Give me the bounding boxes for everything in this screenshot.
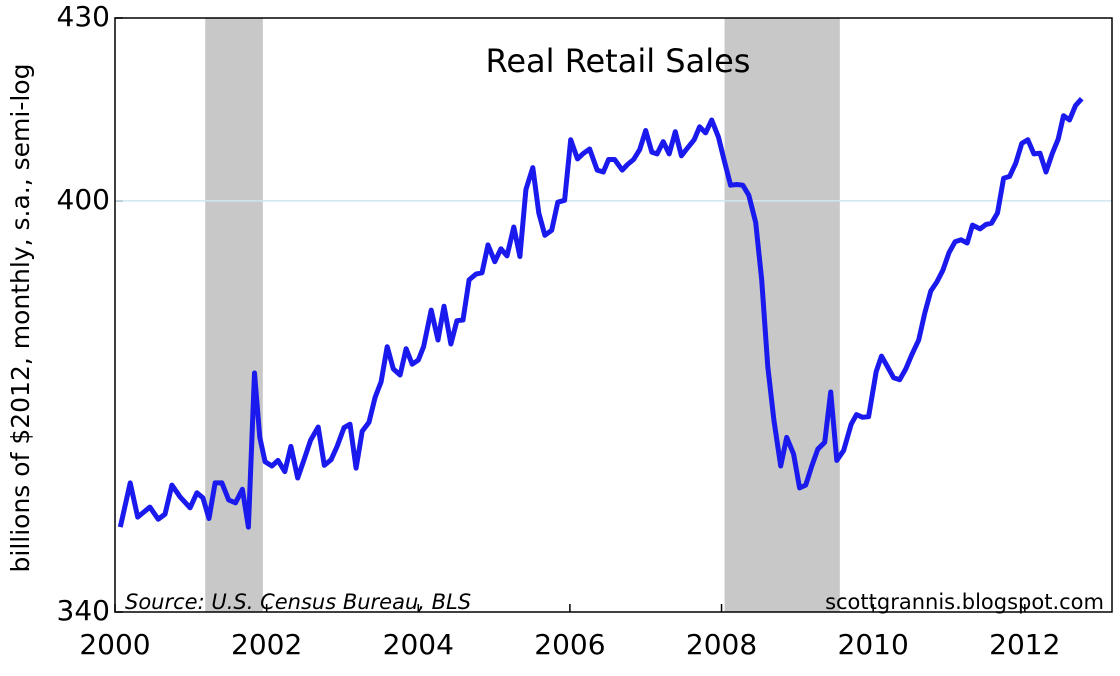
recession-band [205,18,263,612]
y-tick-label: 340 [57,594,110,627]
x-tick-label: 2010 [838,628,909,661]
plot-frame [114,17,1113,613]
series-line [117,97,1084,530]
x-tick-label: 2000 [79,628,150,661]
chart-title: Real Retail Sales [486,42,751,80]
site-note: scottgrannis.blogspot.com [825,590,1104,614]
y-axis-label: billions of $2012, monthly, s.a., semi-l… [6,64,35,573]
series [117,97,1084,530]
x-tick-label: 2012 [989,628,1060,661]
x-tick-label: 2008 [686,628,757,661]
y-tick-label: 400 [57,183,110,216]
recession-band [724,18,840,612]
x-tick-label: 2002 [231,628,302,661]
grid [114,17,1112,613]
source-note: Source: U.S. Census Bureau, BLS [125,590,471,614]
x-tick-label: 2004 [383,628,454,661]
x-tick-label: 2006 [534,628,605,661]
y-tick-label: 430 [57,0,110,33]
recession-shading [205,18,840,612]
